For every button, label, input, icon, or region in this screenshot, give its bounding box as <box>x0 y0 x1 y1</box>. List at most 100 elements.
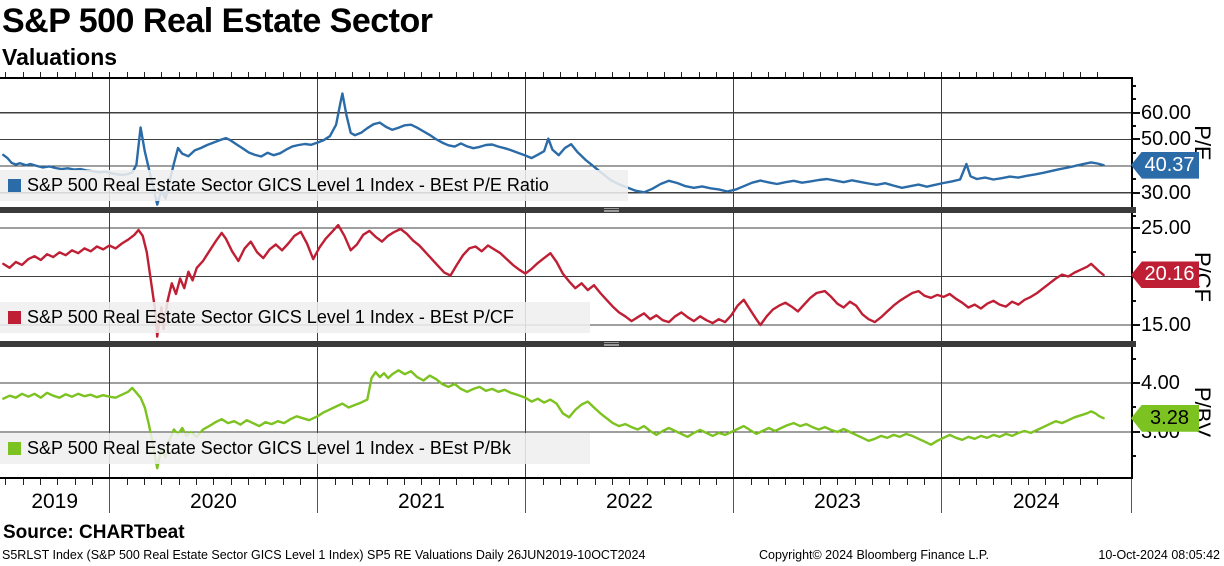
month-tick-bottom <box>750 479 752 485</box>
x-year-label: 2020 <box>190 490 237 513</box>
month-tick-bottom <box>161 479 163 485</box>
month-tick-top <box>698 72 700 77</box>
legend-pcf[interactable]: S&P 500 Real Estate Sector GICS Level 1 … <box>0 302 590 333</box>
month-tick-bottom <box>144 479 146 485</box>
month-tick-bottom <box>716 479 718 485</box>
legend-pbv[interactable]: S&P 500 Real Estate Sector GICS Level 1 … <box>0 433 590 464</box>
month-tick-top <box>386 72 388 77</box>
source-label: Source: CHARTbeat <box>3 522 185 543</box>
month-tick-top <box>924 72 926 77</box>
month-tick-bottom <box>646 479 648 485</box>
month-tick-bottom <box>924 479 926 485</box>
y-minor-tick <box>1131 85 1136 87</box>
month-tick-top <box>993 72 995 77</box>
month-tick-top <box>664 72 666 77</box>
month-tick-top <box>820 72 822 77</box>
x-year-separator <box>941 479 943 513</box>
y-tick-label: 30.00 <box>1141 181 1192 204</box>
y-minor-tick <box>1131 455 1136 458</box>
x-year-label: 2021 <box>398 490 445 513</box>
month-tick-top <box>508 72 510 77</box>
month-tick-bottom <box>300 479 302 485</box>
month-tick-top <box>438 72 440 77</box>
month-tick-bottom <box>178 479 180 485</box>
copyright-notice: Copyright© 2024 Bloomberg Finance L.P. <box>759 548 989 562</box>
month-tick-top <box>230 72 232 77</box>
splitter-grip-icon <box>604 343 619 345</box>
month-tick-bottom <box>802 479 804 485</box>
y-tick-label: 25.00 <box>1141 217 1192 240</box>
last-value-badge-pbv: 3.28 <box>1131 404 1199 432</box>
legend-label-pbv: S&P 500 Real Estate Sector GICS Level 1 … <box>27 438 511 458</box>
month-tick-top <box>768 72 770 77</box>
month-tick-bottom <box>334 479 336 485</box>
month-tick-top <box>941 72 943 77</box>
month-tick-top <box>92 72 94 77</box>
x-year-separator <box>733 479 735 513</box>
month-tick-bottom <box>57 479 59 485</box>
month-tick-bottom <box>22 479 24 485</box>
chart-description: S5RLST Index (S&P 500 Real Estate Sector… <box>2 548 646 562</box>
month-tick-top <box>22 72 24 77</box>
month-tick-top <box>213 72 215 77</box>
month-tick-top <box>1062 72 1064 77</box>
page-title: S&P 500 Real Estate Sector <box>2 2 433 40</box>
legend-pe[interactable]: S&P 500 Real Estate Sector GICS Level 1 … <box>0 170 628 201</box>
month-tick-bottom <box>1045 479 1047 485</box>
timestamp: 10-Oct-2024 08:05:42 <box>1098 548 1220 562</box>
x-year-separator <box>1131 479 1132 513</box>
y-minor-tick <box>1131 98 1136 101</box>
month-tick-top <box>196 72 198 77</box>
month-tick-top <box>906 72 908 77</box>
month-tick-bottom <box>490 479 492 485</box>
month-tick-bottom <box>837 479 839 485</box>
y-minor-tick <box>1131 151 1136 154</box>
page-subtitle: Valuations <box>2 44 118 70</box>
splitter-grip-icon <box>604 209 619 211</box>
month-tick-bottom <box>473 479 475 485</box>
x-year-label: 2024 <box>1012 490 1060 513</box>
month-tick-bottom <box>40 479 42 485</box>
month-tick-bottom <box>785 479 787 485</box>
series-color-swatch-pbv <box>8 442 21 455</box>
month-tick-top <box>629 72 631 77</box>
y-minor-tick <box>1131 214 1136 217</box>
month-tick-top <box>733 72 735 77</box>
month-tick-bottom <box>768 479 770 485</box>
panel-splitter-1[interactable] <box>0 207 1136 213</box>
month-tick-bottom <box>664 479 666 485</box>
month-tick-top <box>889 72 891 77</box>
plot-top-border <box>0 77 1132 79</box>
month-tick-top <box>854 72 856 77</box>
month-tick-bottom <box>126 479 128 485</box>
panel-splitter-2[interactable] <box>0 341 1136 347</box>
month-tick-bottom <box>1010 479 1012 485</box>
month-tick-top <box>178 72 180 77</box>
month-tick-top <box>1028 72 1030 77</box>
x-year-separator <box>109 479 111 513</box>
month-tick-top <box>300 72 302 77</box>
month-tick-top <box>525 72 527 77</box>
month-tick-top <box>5 72 7 77</box>
month-tick-bottom <box>213 479 215 485</box>
month-tick-top <box>473 72 475 77</box>
month-tick-bottom <box>1097 479 1099 485</box>
month-tick-top <box>1080 72 1082 77</box>
splitter-grip-icon <box>604 342 619 343</box>
month-tick-bottom <box>421 479 423 485</box>
month-tick-bottom <box>958 479 960 485</box>
month-tick-top <box>646 72 648 77</box>
y-major-tick <box>1131 430 1140 433</box>
y-major-tick <box>1131 227 1140 230</box>
month-tick-top <box>1045 72 1047 77</box>
x-year-label: 2019 <box>31 490 79 513</box>
series-line-1 <box>2 223 1105 338</box>
month-tick-bottom <box>854 479 856 485</box>
month-tick-bottom <box>889 479 891 485</box>
month-tick-top <box>126 72 128 77</box>
month-tick-top <box>265 72 267 77</box>
month-tick-top <box>456 72 458 77</box>
month-tick-top <box>109 72 111 77</box>
month-tick-bottom <box>438 479 440 485</box>
